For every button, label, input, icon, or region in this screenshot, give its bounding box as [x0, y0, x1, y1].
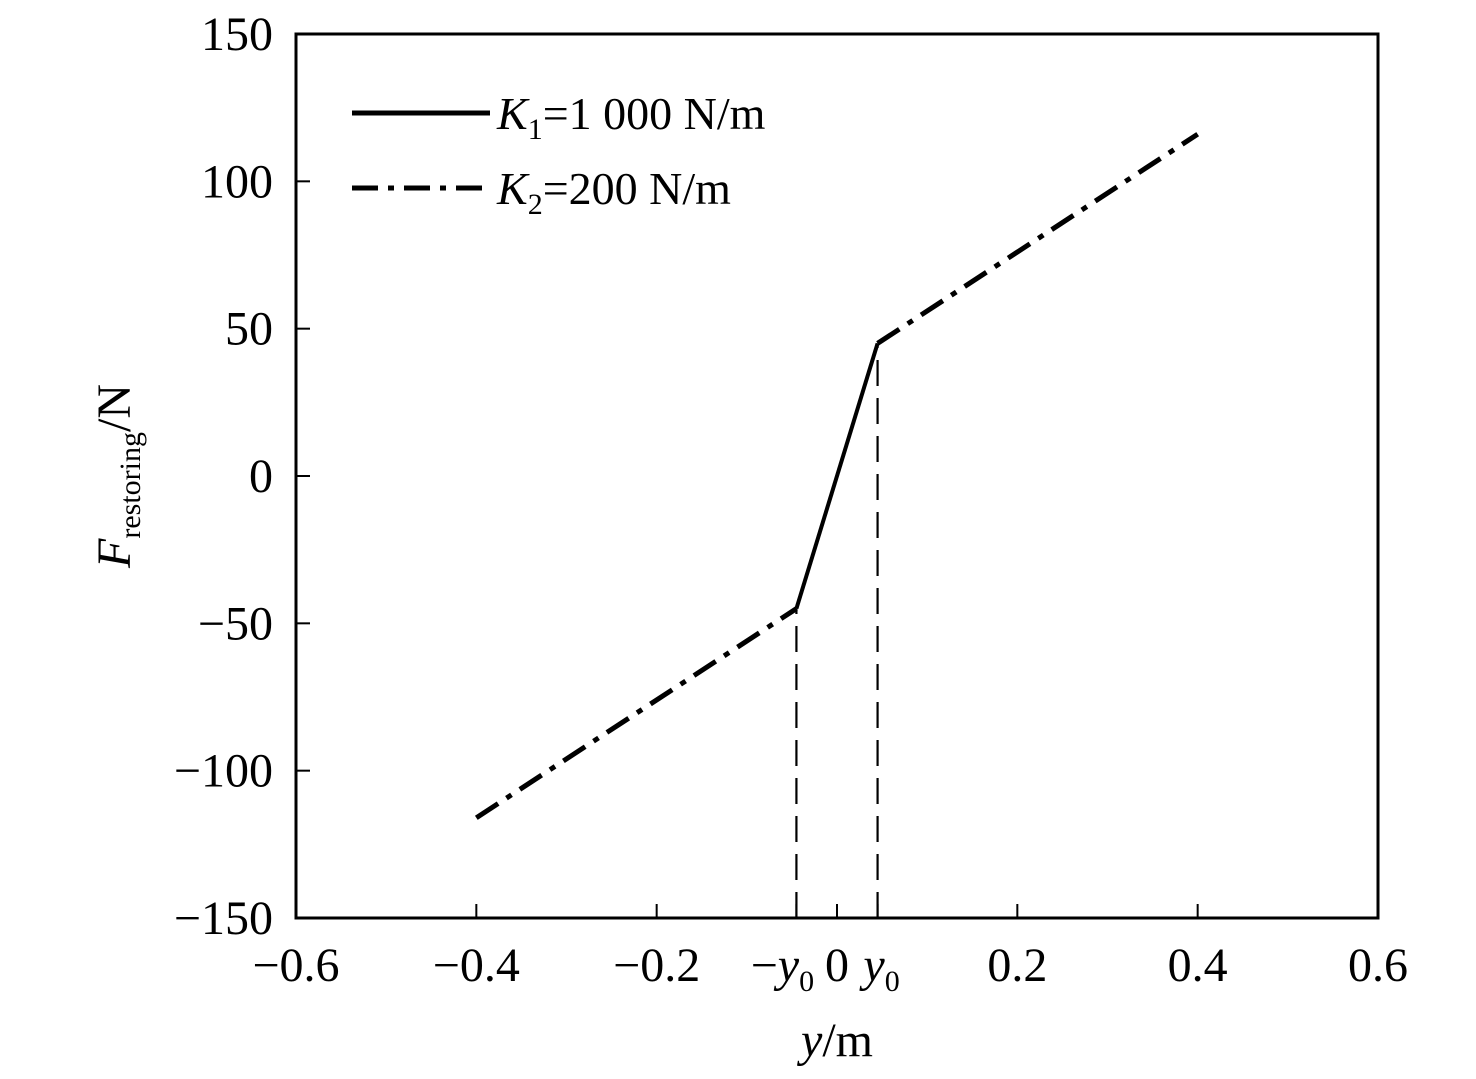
axis-tick-labels: −0.6 −0.4 −0.2 0 0.2 0.4 0.6 −y0 y0 150 100 50 0 −50 −… — [174, 8, 1408, 998]
x-tick-label-3: 0 — [825, 939, 849, 992]
axis-ticks — [295, 33, 1379, 919]
y-tick-label-1: 100 — [201, 155, 273, 208]
x-tick-label-1: −0.4 — [433, 939, 520, 992]
x-tick-label-0: −0.6 — [252, 939, 339, 992]
legend-label-k1: K1=1 000 N/m — [496, 88, 766, 146]
y-tick-label-5: −100 — [174, 745, 273, 798]
x-tick-label-6: 0.6 — [1348, 939, 1408, 992]
y-tick-label-2: 50 — [225, 303, 273, 356]
series-k2-segment-0 — [474, 606, 798, 820]
y-tick-label-4: −50 — [198, 597, 273, 650]
y-axis-title: Frestoring/N — [88, 384, 147, 569]
y-tick-label-6: −150 — [174, 892, 273, 945]
y-tick-label-3: 0 — [249, 450, 273, 503]
series-k2-segment-1 — [876, 132, 1200, 346]
x-tick-label-2: −0.2 — [613, 939, 700, 992]
plot-lines — [474, 132, 1200, 918]
series-k1-line — [794, 342, 880, 610]
x-tick-label-4: 0.2 — [987, 939, 1047, 992]
x-tick-label-5: 0.4 — [1168, 939, 1228, 992]
y0-tick-label-0: −y0 — [751, 939, 814, 998]
legend: K1=1 000 N/m K2=200 N/m — [352, 88, 766, 221]
y0-tick-label-1: y0 — [858, 939, 899, 998]
legend-label-k2: K2=200 N/m — [496, 163, 731, 221]
y-tick-label-0: 150 — [201, 8, 273, 61]
x-axis-title: y/m — [796, 1014, 873, 1067]
